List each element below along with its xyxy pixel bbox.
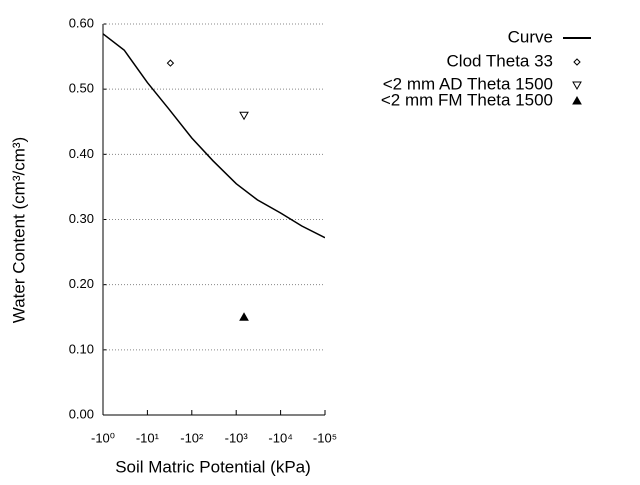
legend-label: <2 mm AD Theta 1500 [383, 74, 553, 93]
legend-marker [572, 81, 582, 91]
x-tick-label: -10³ [225, 430, 249, 445]
legend-label: Clod Theta 33 [447, 51, 553, 70]
x-tick-label: -10⁵ [313, 430, 337, 445]
y-tick-label: 0.00 [69, 406, 94, 421]
x-axis-label: Soil Matric Potential (kPa) [115, 457, 311, 476]
x-tick-label: -10² [180, 430, 204, 445]
y-tick-label: 0.40 [69, 146, 94, 161]
legend-marker [572, 95, 582, 105]
marker [239, 111, 249, 121]
y-tick-label: 0.60 [69, 15, 94, 30]
curve [103, 33, 325, 239]
x-tick-label: -10⁴ [268, 430, 292, 445]
y-tick-label: 0.50 [69, 81, 94, 96]
y-tick-label: 0.10 [69, 341, 94, 356]
legend-label: <2 mm FM Theta 1500 [381, 90, 553, 109]
legend-marker [573, 58, 581, 66]
x-tick-label: -10⁰ [91, 430, 115, 445]
marker [166, 59, 175, 67]
marker [239, 312, 249, 321]
x-tick-label: -10¹ [136, 430, 160, 445]
y-tick-label: 0.30 [69, 211, 94, 226]
y-axis-label: Water Content (cm³/cm³) [9, 137, 28, 323]
legend-label: Curve [508, 27, 553, 46]
y-tick-label: 0.20 [69, 276, 94, 291]
